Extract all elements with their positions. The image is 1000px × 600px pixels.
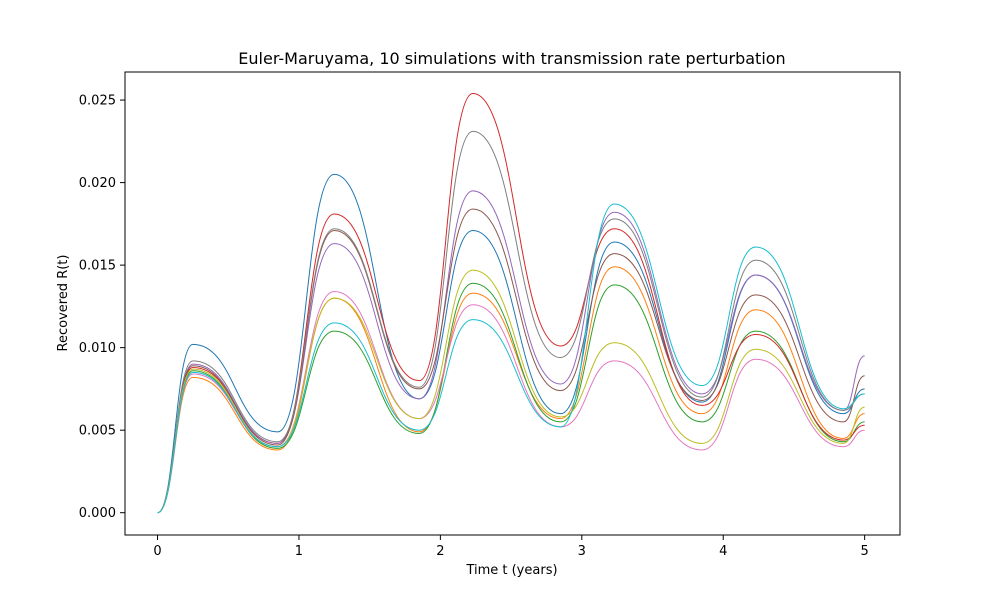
y-tick-label: 0.015 (79, 259, 116, 274)
y-axis-label: Recovered R(t) (56, 255, 71, 352)
series-line-9 (157, 269, 865, 514)
x-axis-label: Time t (years) (465, 563, 557, 578)
series-lines (157, 92, 865, 514)
chart-title: Euler-Maruyama, 10 simulations with tran… (238, 49, 785, 68)
x-tick-label: 0 (153, 544, 161, 559)
series-line-3 (157, 282, 865, 514)
series-line-2 (157, 266, 865, 514)
series-line-4 (157, 92, 865, 514)
plot-frame (124, 71, 901, 536)
series-line-6 (157, 208, 865, 514)
y-tick-label: 0.020 (79, 176, 116, 191)
x-tick-label: 1 (295, 544, 303, 559)
y-tick-label: 0.025 (79, 94, 116, 109)
y-tick-label: 0.005 (79, 424, 116, 439)
series-line-8 (157, 130, 865, 514)
y-axis-ticks: 0.000 0.005 0.010 0.015 0.020 0.025 (79, 94, 125, 521)
series-line-5 (157, 190, 865, 514)
x-axis-ticks: 0 1 2 3 4 5 (153, 535, 869, 559)
x-tick-label: 5 (861, 544, 869, 559)
x-tick-label: 4 (719, 544, 727, 559)
x-tick-label: 2 (436, 544, 444, 559)
series-line-10 (157, 203, 865, 514)
y-tick-label: 0.000 (79, 506, 116, 521)
x-tick-label: 3 (578, 544, 586, 559)
series-line-1 (157, 173, 865, 514)
y-tick-label: 0.010 (79, 341, 116, 356)
